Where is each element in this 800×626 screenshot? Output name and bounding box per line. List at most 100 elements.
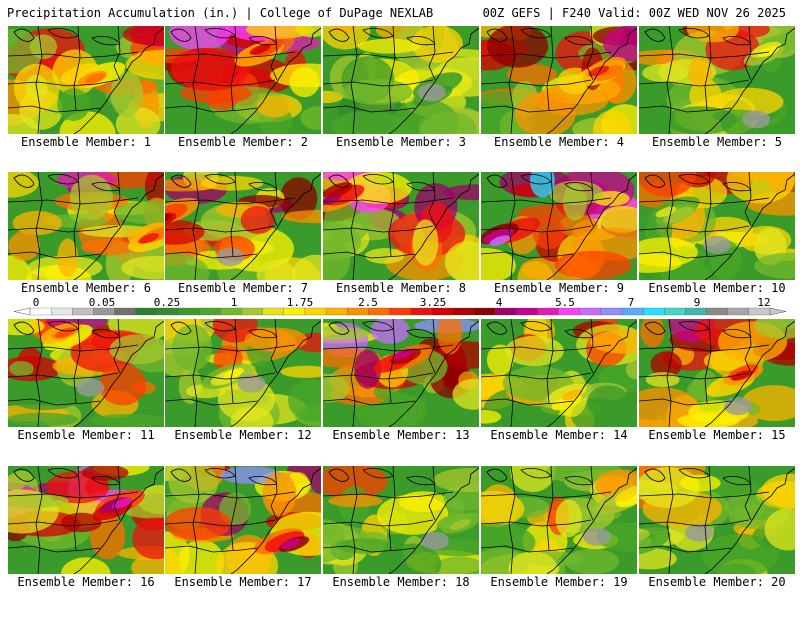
ensemble-member-panel: Ensemble Member: 2 — [165, 26, 321, 186]
colorbar-step — [621, 307, 644, 316]
ensemble-member-label: Ensemble Member: 9 — [493, 281, 625, 295]
ensemble-member-panel: Ensemble Member: 8 — [323, 172, 479, 332]
colorbar-step — [346, 307, 369, 316]
colorbar-tick-label: 0 — [32, 296, 40, 309]
colorbar-step — [29, 307, 52, 316]
colorbar-step — [431, 307, 454, 316]
ensemble-member-label: Ensemble Member: 12 — [174, 428, 312, 442]
precip-map — [323, 466, 479, 574]
colorbar-step — [93, 307, 115, 316]
ensemble-member-panel: Ensemble Member: 7 — [165, 172, 321, 332]
precip-map — [8, 26, 164, 134]
precip-map — [323, 319, 479, 427]
colorbar-tick-label: 7 — [627, 296, 635, 309]
colorbar-tick-label: 5.5 — [555, 296, 575, 309]
colorbar-step — [452, 307, 475, 316]
ensemble-member-label: Ensemble Member: 8 — [335, 281, 467, 295]
colorbar-tick-label: 3.25 — [419, 296, 447, 309]
colorbar-tick-label: 0.05 — [88, 296, 116, 309]
colorbar-step — [304, 307, 327, 316]
ensemble-member-label: Ensemble Member: 3 — [335, 135, 467, 149]
ensemble-member-panel: Ensemble Member: 18 — [323, 466, 479, 626]
ensemble-member-panel: Ensemble Member: 4 — [481, 26, 637, 186]
ensemble-member-label: Ensemble Member: 1 — [20, 135, 152, 149]
colorbar-step — [262, 307, 285, 316]
colorbar-step — [473, 307, 496, 316]
colorbar-tick-label: 4 — [495, 296, 503, 309]
precip-map — [165, 319, 321, 427]
precip-map — [639, 26, 795, 134]
ensemble-member-label: Ensemble Member: 14 — [490, 428, 628, 442]
ensemble-member-panel: Ensemble Member: 16 — [8, 466, 164, 626]
colorbar-tick-label: 9 — [693, 296, 701, 309]
precip-map — [8, 172, 164, 280]
precip-map — [639, 466, 795, 574]
ensemble-member-panel: Ensemble Member: 6 — [8, 172, 164, 332]
colorbar-tick-label: 12 — [757, 296, 771, 309]
ensemble-member-panel: Ensemble Member: 9 — [481, 172, 637, 332]
colorbar-step — [600, 307, 623, 316]
precip-map — [8, 466, 164, 574]
ensemble-member-panel: Ensemble Member: 3 — [323, 26, 479, 186]
ensemble-member-label: Ensemble Member: 2 — [177, 135, 309, 149]
colorbar-step — [558, 307, 581, 316]
ensemble-member-label: Ensemble Member: 13 — [332, 428, 470, 442]
ensemble-panel-grid: Ensemble Member: 1 Ensemble Member: 2 Ense… — [8, 26, 795, 589]
ensemble-member-label: Ensemble Member: 5 — [651, 135, 783, 149]
colorbar-strip — [13, 307, 787, 316]
colorbar-tick-label: 1.75 — [286, 296, 314, 309]
colorbar-step — [198, 307, 221, 316]
ensemble-member-label: Ensemble Member: 6 — [20, 281, 152, 295]
ensemble-member-panel: Ensemble Member: 19 — [481, 466, 637, 626]
colorbar-step — [325, 307, 348, 316]
colorbar-tick-label: 2.5 — [358, 296, 378, 309]
colorbar-step — [114, 307, 137, 316]
ensemble-member-label: Ensemble Member: 16 — [17, 575, 155, 589]
ensemble-member-label: Ensemble Member: 7 — [177, 281, 309, 295]
colorbar-step — [50, 307, 73, 316]
ensemble-member-panel: Ensemble Member: 11 — [8, 319, 164, 479]
ensemble-member-label: Ensemble Member: 19 — [490, 575, 628, 589]
precip-map — [165, 466, 321, 574]
ensemble-member-panel: Ensemble Member: 17 — [165, 466, 321, 626]
colorbar-step — [220, 307, 242, 316]
precip-map — [639, 319, 795, 427]
colorbar-step — [72, 307, 94, 316]
precip-map — [481, 319, 637, 427]
colorbar-step — [241, 307, 263, 316]
ensemble-member-panel: Ensemble Member: 14 — [481, 319, 637, 479]
precip-map — [165, 172, 321, 280]
precip-map — [323, 26, 479, 134]
colorbar-step — [685, 307, 707, 316]
colorbar-step — [516, 307, 538, 316]
precip-map — [481, 466, 637, 574]
ensemble-member-panel: Ensemble Member: 1 — [8, 26, 164, 186]
colorbar-step — [368, 307, 390, 316]
colorbar-step — [727, 307, 750, 316]
colorbar-step — [135, 307, 158, 316]
ensemble-member-label: Ensemble Member: 20 — [648, 575, 786, 589]
model-run-valid-time: 00Z GEFS | F240 Valid: 00Z WED NOV 26 20… — [482, 6, 786, 20]
colorbar-left-arrow — [13, 307, 31, 316]
colorbar-step — [748, 307, 771, 316]
precip-map — [8, 319, 164, 427]
ensemble-member-label: Ensemble Member: 10 — [648, 281, 786, 295]
precip-map — [481, 172, 637, 280]
ensemble-member-label: Ensemble Member: 15 — [648, 428, 786, 442]
colorbar-step — [283, 307, 306, 316]
ensemble-member-label: Ensemble Member: 4 — [493, 135, 625, 149]
colorbar-step — [156, 307, 179, 316]
precip-colorbar-legend: 0 0.05 0.25 1 1.75 2.5 3.25 4 5.5 7 9 12 — [12, 296, 788, 318]
colorbar-step — [177, 307, 200, 316]
chart-title: Precipitation Accumulation (in.) | Colle… — [7, 6, 434, 20]
colorbar-step — [410, 307, 433, 316]
colorbar-tick-label: 1 — [230, 296, 238, 309]
ensemble-member-label: Ensemble Member: 11 — [17, 428, 155, 442]
ensemble-member-panel: Ensemble Member: 20 — [639, 466, 795, 626]
ensemble-member-panel: Ensemble Member: 5 — [639, 26, 795, 186]
ensemble-member-label: Ensemble Member: 17 — [174, 575, 312, 589]
ensemble-member-panel: Ensemble Member: 13 — [323, 319, 479, 479]
colorbar-right-arrow — [769, 307, 787, 316]
ensemble-member-panel: Ensemble Member: 10 — [639, 172, 795, 332]
colorbar-step — [389, 307, 411, 316]
